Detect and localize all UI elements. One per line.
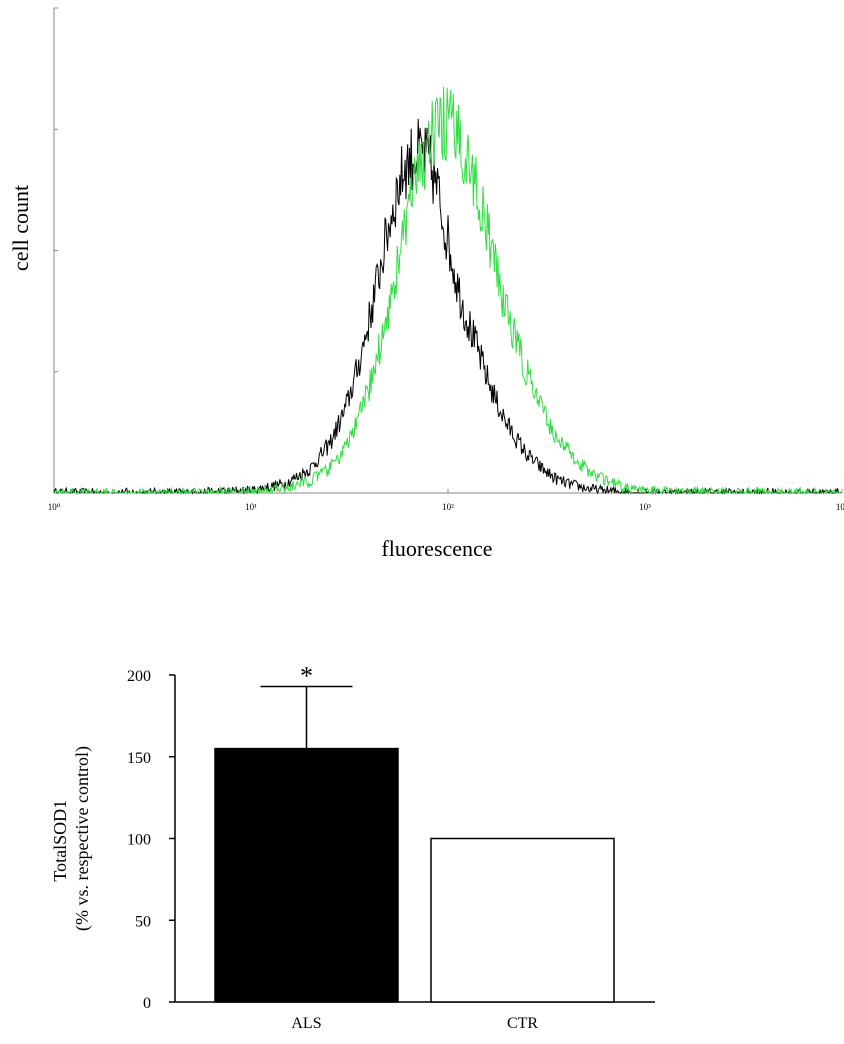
fluorescence-histogram: 10⁰ 10¹ 10² 10³ 10⁴ cell count fluorescence: [8, 7, 844, 561]
bar-x-tick-label: ALS: [291, 1015, 321, 1032]
bar-y-tick-label: 0: [143, 995, 151, 1012]
bar-y-axis-label-line2: (% vs. respective control): [72, 746, 93, 931]
hist-x-tick-label: 10⁰: [48, 502, 61, 512]
bar-y-tick-label: 150: [127, 750, 151, 767]
hist-series-line: [53, 86, 842, 495]
hist-x-tick-label: 10⁴: [836, 502, 844, 512]
bar-als: [214, 747, 399, 1003]
bar-y-tick-label: 50: [135, 913, 151, 930]
bar-y-axis-label: TotalSOD1 (% vs. respective control): [50, 746, 93, 931]
hist-x-tick-label: 10³: [639, 502, 651, 512]
hist-series-line: [53, 118, 842, 495]
hist-x-axis-label: fluorescence: [381, 536, 492, 561]
hist-y-ticks: [54, 7, 58, 494]
bar-ctr: [430, 837, 615, 1003]
totalsod1-bar-chart: 0 50 100 150 200 * ALS CTR TotalSOD1 (% vs. r…: [50, 661, 655, 1032]
bar-y-tick-label: 200: [127, 668, 151, 685]
bar-y-tick-label: 100: [127, 832, 151, 849]
hist-y-axis-label: cell count: [8, 185, 33, 271]
bar-y-ticks: 0 50 100 150 200: [127, 668, 175, 1012]
hist-x-tick-label: 10¹: [245, 502, 257, 512]
hist-series-group: [53, 86, 842, 495]
bar-x-tick-labels: ALS CTR: [291, 1015, 538, 1032]
bar-x-tick-label: CTR: [507, 1015, 538, 1032]
significance-marker: *: [300, 661, 313, 690]
bar-marks-group: *: [214, 661, 615, 1003]
bar-y-axis-label-line1: TotalSOD1: [50, 800, 70, 882]
hist-x-tick-label: 10²: [442, 502, 454, 512]
